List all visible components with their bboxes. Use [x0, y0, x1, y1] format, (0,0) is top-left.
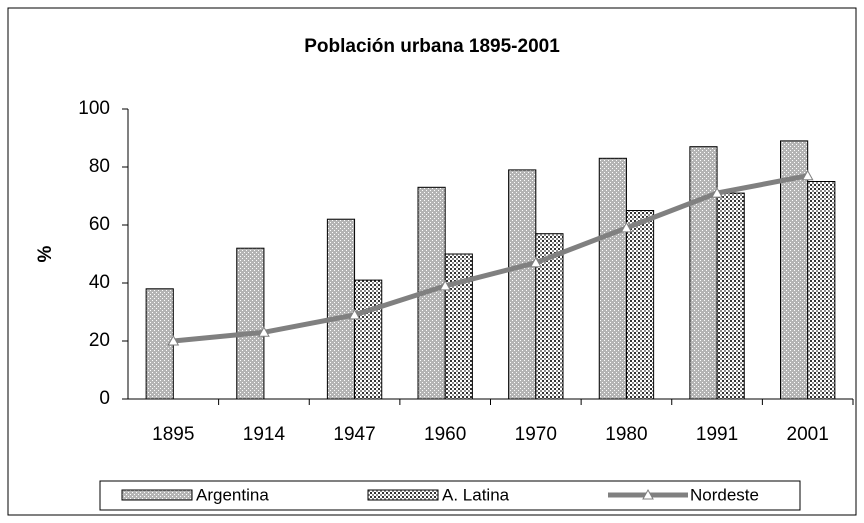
- y-tick-label: 100: [78, 98, 110, 119]
- line-marker: [711, 187, 723, 198]
- line-marker: [348, 308, 361, 320]
- line: [173, 173, 809, 344]
- x-tick-label: 1970: [515, 424, 557, 445]
- legend-label: Argentina: [196, 485, 269, 504]
- x-tick-label: 1895: [152, 424, 194, 445]
- legend-label: Nordeste: [690, 485, 759, 504]
- bar: [598, 157, 627, 400]
- bar: [236, 247, 265, 400]
- line-marker: [801, 169, 814, 181]
- legend-label: A. Latina: [442, 485, 510, 504]
- y-axis-label: %: [35, 245, 56, 262]
- x-tick-label: 1914: [243, 424, 286, 445]
- y-tick-label: 60: [89, 214, 110, 235]
- bar: [689, 146, 718, 400]
- line-marker: [258, 326, 270, 337]
- bar: [354, 279, 383, 400]
- legend-marker: [642, 488, 654, 500]
- line-marker: [620, 221, 633, 233]
- chart-title: Población urbana 1895-2001: [304, 36, 560, 57]
- y-tick-label: 20: [89, 330, 110, 351]
- line-marker: [167, 334, 180, 346]
- y-tick-label: 40: [89, 272, 110, 293]
- bar: [444, 253, 473, 400]
- x-tick-label: 1991: [696, 424, 738, 445]
- x-tick-label: 1947: [333, 424, 375, 445]
- x-tick-label: 1980: [605, 424, 647, 445]
- x-tick-label: 1960: [424, 424, 466, 445]
- bar: [326, 218, 356, 400]
- legend-swatch: [121, 489, 193, 501]
- y-tick-label: 0: [99, 388, 110, 409]
- x-tick-label: 2001: [787, 424, 829, 445]
- legend-swatch: [367, 489, 439, 501]
- bar: [716, 192, 745, 400]
- bar: [508, 169, 537, 400]
- line-marker: [529, 256, 542, 268]
- y-tick-label: 80: [89, 156, 110, 177]
- bar: [625, 210, 655, 400]
- bar: [807, 181, 836, 400]
- line-marker: [439, 279, 452, 291]
